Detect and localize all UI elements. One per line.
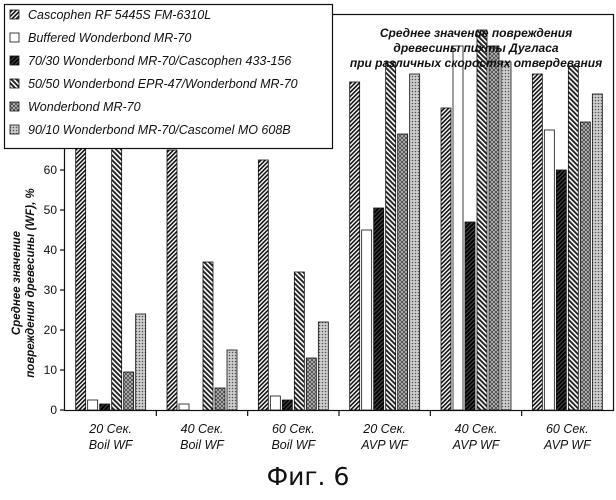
legend-label: 50/50 Wonderbond EPR-47/Wonderbond MR-70 [28, 77, 298, 91]
category-label: 40 Сек. [181, 422, 224, 436]
bar-6-4 [410, 74, 420, 410]
category-label: Boil WF [89, 438, 134, 452]
figure-caption: Фиг. 6 [267, 462, 350, 491]
bar-1-4 [350, 82, 360, 410]
bar-3-6 [556, 170, 566, 410]
bar-6-2 [227, 350, 237, 410]
legend-label: 70/30 Wonderbond MR-70/Cascophen 433-156 [28, 54, 291, 68]
bar-6-3 [318, 322, 328, 410]
y-axis-title-line-2: повреждения древесины (WF), % [25, 188, 37, 377]
bar-1-2 [167, 150, 177, 410]
bar-chart: 010203040506070 20 Сек.Boil WF40 Сек.Boi… [0, 0, 616, 500]
bar-4-1 [112, 126, 122, 410]
y-tick-label: 60 [44, 163, 58, 177]
y-tick-label: 30 [44, 283, 58, 297]
y-tick-label: 40 [44, 243, 58, 257]
legend-label: Cascophen RF 5445S FM-6310L [28, 8, 211, 22]
bar-2-3 [270, 396, 280, 410]
bar-6-1 [136, 314, 146, 410]
bar-2-5 [453, 46, 463, 410]
chart-title-line-2: древесины пихты Дугласа [393, 41, 558, 55]
legend-label: Wonderbond MR-70 [28, 100, 141, 114]
legend-label: Buffered Wonderbond MR-70 [28, 31, 191, 45]
y-tick-label: 50 [44, 203, 58, 217]
bar-6-6 [592, 94, 602, 410]
bar-2-4 [362, 230, 372, 410]
legend-swatch [10, 56, 19, 65]
bar-1-6 [532, 74, 542, 410]
chart-title-line-3: при различных скоростях отвердевания [350, 56, 602, 70]
bar-4-3 [294, 272, 304, 410]
y-axis: 010203040506070 [44, 123, 65, 417]
bar-4-5 [477, 30, 487, 410]
bar-5-5 [489, 46, 499, 410]
y-tick-label: 20 [44, 323, 58, 337]
bar-2-2 [179, 404, 189, 410]
bar-3-5 [465, 222, 475, 410]
bar-1-5 [441, 108, 451, 410]
y-tick-label: 0 [50, 403, 57, 417]
bar-5-1 [124, 372, 134, 410]
bar-4-2 [203, 262, 213, 410]
bar-3-4 [374, 208, 384, 410]
category-label: 60 Сек. [272, 422, 315, 436]
legend-swatch [10, 10, 19, 19]
category-label: 60 Сек. [546, 422, 589, 436]
legend-swatch [10, 33, 19, 42]
legend-swatch [10, 79, 19, 88]
category-label: 20 Сек. [362, 422, 406, 436]
category-label: Boil WF [180, 438, 225, 452]
bar-1-3 [258, 160, 268, 410]
legend-swatch [10, 102, 19, 111]
category-label: 40 Сек. [455, 422, 498, 436]
category-label: 20 Сек. [88, 422, 132, 436]
legend: Cascophen RF 5445S FM-6310L Buffered Wond… [5, 5, 333, 149]
category-label: Boil WF [271, 438, 316, 452]
bar-3-1 [100, 404, 110, 410]
y-tick-label: 10 [44, 363, 58, 377]
legend-swatch [10, 125, 19, 134]
bar-2-6 [544, 130, 554, 410]
bar-3-3 [282, 400, 292, 410]
bar-5-2 [215, 388, 225, 410]
bar-5-4 [398, 134, 408, 410]
category-label: AVP WF [360, 438, 409, 452]
y-axis-title-line-1: Среднее значение [11, 230, 23, 335]
bar-6-5 [501, 62, 511, 410]
chart-title-line-1: Среднее значение повреждения [380, 26, 572, 40]
bar-4-4 [386, 62, 396, 410]
bar-4-6 [568, 66, 578, 410]
x-axis-labels: 20 Сек. Boil WF 40 Сек. Boil WF 60 Сек. Boil … [88, 422, 592, 452]
bar-5-3 [306, 358, 316, 410]
bar-2-1 [88, 400, 98, 410]
category-label: AVP WF [543, 438, 592, 452]
category-label: AVP WF [452, 438, 501, 452]
bar-5-6 [580, 122, 590, 410]
legend-label: 90/10 Wonderbond MR-70/Cascomel MO 608B [28, 123, 291, 137]
